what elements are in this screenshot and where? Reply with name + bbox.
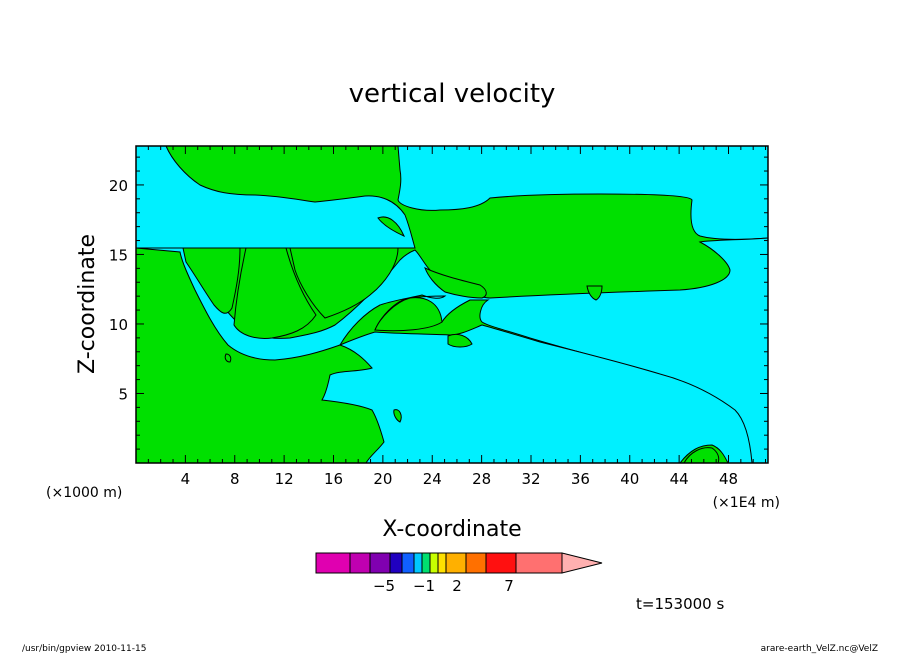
colorbar [315, 552, 603, 574]
region-positive-island-5 [424, 267, 487, 299]
colorbar-cell [369, 552, 391, 574]
x-tick-label: 40 [620, 470, 639, 488]
x-tick-label: 36 [571, 470, 590, 488]
footer-left: /usr/bin/gpview 2010-11-15 [22, 644, 146, 654]
region-positive-island-7 [586, 285, 603, 301]
colorbar-cell [315, 552, 351, 574]
y-tick-label: 15 [109, 246, 128, 264]
x-axis-label: X-coordinate [382, 517, 521, 542]
region-positive-island-9 [393, 409, 402, 423]
x-tick-label: 20 [373, 470, 392, 488]
colorbar-cell [445, 552, 467, 574]
region-positive-island-1 [182, 247, 241, 314]
y-tick-label: 5 [118, 385, 128, 403]
region-negative-lower [321, 324, 753, 464]
colorbar-cell [515, 552, 563, 574]
colorbar-label: −1 [413, 577, 435, 595]
colorbar-cell [465, 552, 487, 574]
y-tick-label: 10 [109, 316, 128, 334]
x-tick-label: 8 [230, 470, 240, 488]
colorbar-cell [437, 552, 447, 574]
x-tick-label: 44 [670, 470, 689, 488]
region-positive-island-6 [447, 333, 473, 348]
x-tick-label: 12 [275, 470, 294, 488]
y-axis-label: Z-coordinate [75, 234, 100, 374]
colorbar-cell [421, 552, 431, 574]
x-tick-label: 4 [181, 470, 191, 488]
region-positive-island-8 [377, 216, 405, 237]
time-label: t=153000 s [636, 595, 724, 613]
region-positive-island-10 [683, 447, 720, 464]
colorbar-cell [413, 552, 423, 574]
colorbar-label: 2 [452, 577, 462, 595]
colorbar-cell [485, 552, 517, 574]
x-tick-label: 32 [521, 470, 540, 488]
x-tick-label: 48 [719, 470, 738, 488]
colorbar-label: −5 [373, 577, 395, 595]
colorbar-cell [401, 552, 415, 574]
x-tick-label: 16 [324, 470, 343, 488]
colorbar-arrow [561, 552, 603, 574]
region-positive-island-11 [224, 353, 232, 363]
x-tick-label: 24 [423, 470, 442, 488]
region-negative-upper-right [397, 145, 769, 240]
colorbar-cell [429, 552, 439, 574]
colorbar-cell [349, 552, 371, 574]
colorbar-label: 7 [504, 577, 514, 595]
colorbar-cell [389, 552, 403, 574]
region-positive-island-3 [289, 247, 399, 319]
x-tick-label: 28 [472, 470, 491, 488]
colorbar-labels: −5 −1 2 7 [373, 577, 514, 595]
x-unit-label: (×1000 m) [46, 485, 122, 501]
plot-frame [135, 145, 769, 464]
x-scale-note: (×1E4 m) [713, 495, 780, 511]
region-positive-island-4 [374, 297, 443, 332]
region-positive-island-2 [233, 247, 317, 339]
chart-title: vertical velocity [349, 79, 556, 109]
y-tick-label: 20 [109, 177, 128, 195]
footer-right: arare-earth_VelZ.nc@VelZ [761, 644, 878, 654]
region-negative-upper-left [135, 145, 416, 249]
